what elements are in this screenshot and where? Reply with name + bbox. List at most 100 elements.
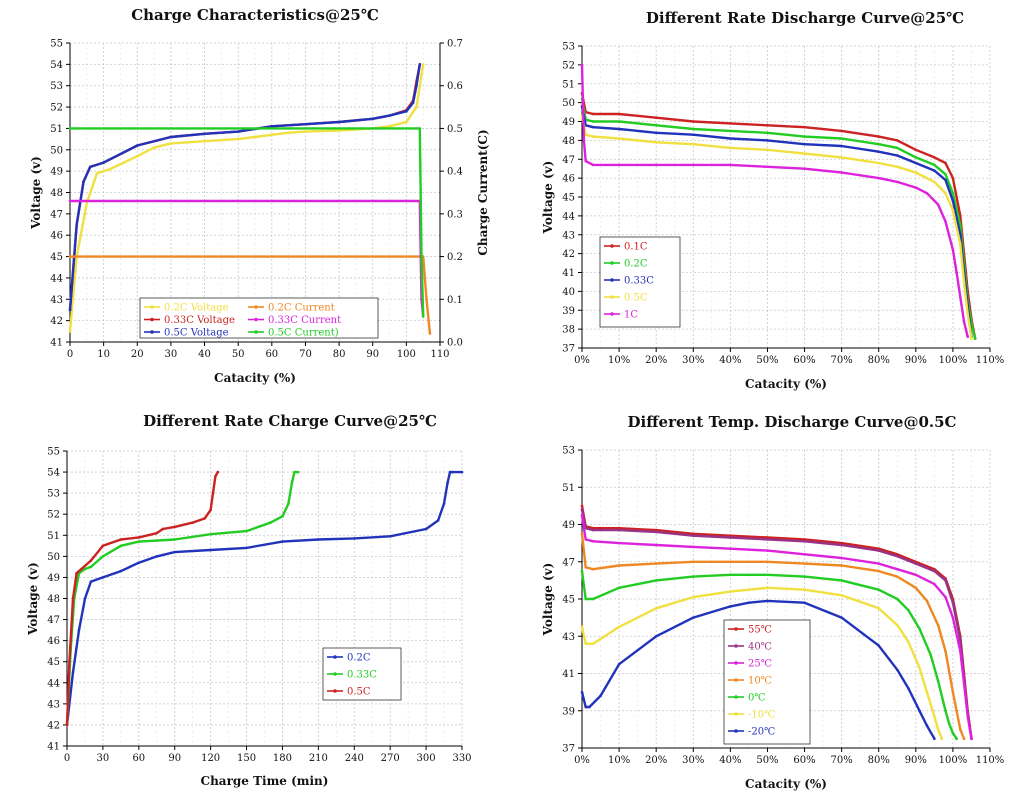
data-point [944, 579, 947, 582]
data-point [914, 186, 918, 189]
x-tick-label: 30% [682, 755, 704, 766]
data-point [951, 191, 955, 195]
data-point [951, 690, 955, 694]
data-point [317, 538, 320, 541]
data-point [580, 625, 584, 629]
series-line [580, 105, 973, 338]
data-point [959, 728, 962, 731]
data-point [617, 662, 621, 666]
y-tick-label: 51 [50, 124, 63, 135]
series-line [580, 508, 973, 740]
legend: 0.2C 0.33C 0.5C [322, 647, 402, 701]
y-tick-label: 44 [562, 211, 575, 222]
data-point [747, 601, 751, 605]
data-point [654, 140, 658, 144]
data-point [691, 142, 695, 146]
data-point [895, 165, 899, 169]
x-tick-label: 90 [366, 349, 379, 360]
data-point [951, 208, 955, 212]
data-point [914, 148, 918, 152]
chart-3: 0 30 60 90 120 150 180 210 240 270 300 330 41 42 43 44 4… [26, 412, 472, 788]
data-point [203, 517, 206, 520]
data-point [840, 593, 843, 597]
data-point [617, 586, 621, 590]
data-point [71, 670, 75, 674]
x-tick-label: 80% [868, 355, 890, 366]
data-point [209, 548, 212, 552]
legend-marker [734, 729, 738, 733]
data-point [955, 709, 958, 713]
data-point [766, 549, 769, 552]
data-point [203, 132, 206, 136]
data-point [388, 124, 391, 128]
y-tick-label: 38 [562, 325, 575, 336]
data-point [75, 571, 78, 575]
y2-tick-label: 0.6 [447, 81, 463, 92]
data-point [925, 599, 929, 603]
data-point [424, 527, 428, 531]
data-point [591, 597, 595, 601]
x-tick-label: 0% [574, 755, 590, 766]
data-point [895, 623, 899, 627]
data-point [68, 127, 72, 130]
data-point [287, 502, 290, 505]
data-point [877, 644, 881, 647]
data-point [877, 549, 881, 552]
data-point [766, 586, 769, 590]
x-tick-label: 40% [719, 355, 741, 366]
data-point [803, 601, 806, 605]
y-tick-label: 48 [50, 188, 63, 199]
data-point [729, 590, 732, 593]
y-tick-label: 52 [562, 60, 575, 71]
data-point [925, 191, 929, 195]
y-tick-label: 47 [562, 557, 575, 568]
data-point [584, 566, 588, 569]
data-point [591, 642, 595, 645]
data-point [584, 642, 588, 645]
data-point [442, 502, 446, 505]
y-tick-label: 43 [562, 632, 575, 643]
data-point [877, 150, 881, 153]
data-point [691, 595, 695, 599]
legend-label: 25℃ [748, 659, 772, 670]
data-point [895, 139, 899, 142]
data-point [840, 579, 843, 582]
data-point [940, 737, 944, 740]
y-tick-label: 52 [47, 510, 60, 521]
x-tick-label: 70% [831, 755, 853, 766]
data-point [617, 625, 621, 629]
data-point [918, 666, 921, 670]
y2-tick-label: 0.3 [447, 209, 463, 220]
x-tick-label: 90 [168, 753, 181, 764]
data-point [88, 165, 92, 169]
y-axis-label: Voltage (v) [541, 563, 555, 637]
y-tick-label: 45 [47, 657, 60, 668]
x-tick-label: 110% [976, 755, 1005, 766]
series-line [580, 599, 936, 740]
y-tick-label: 43 [47, 699, 60, 710]
data-point [617, 528, 621, 532]
data-point [729, 163, 732, 167]
y2-axis-label: Charge Current(C) [476, 129, 490, 255]
y-tick-label: 48 [47, 594, 60, 605]
data-point [729, 122, 732, 125]
legend-marker [150, 305, 154, 309]
x-tick-label: 60 [265, 349, 278, 360]
data-point [654, 562, 658, 565]
y-tick-label: 53 [47, 489, 60, 500]
data-point [119, 544, 123, 548]
data-point [691, 560, 695, 564]
data-point [95, 171, 99, 175]
y-tick-label: 54 [47, 468, 60, 479]
data-point [840, 564, 843, 567]
data-point [936, 728, 940, 731]
data-point [951, 176, 955, 180]
data-point [933, 163, 936, 167]
data-point [803, 135, 806, 138]
x-tick-label: 10 [97, 349, 110, 360]
legend-marker [333, 655, 337, 659]
x-tick-label: 180 [273, 753, 292, 764]
x-tick-label: 90% [905, 755, 927, 766]
data-point [654, 607, 658, 610]
y-tick-label: 44 [50, 273, 63, 284]
